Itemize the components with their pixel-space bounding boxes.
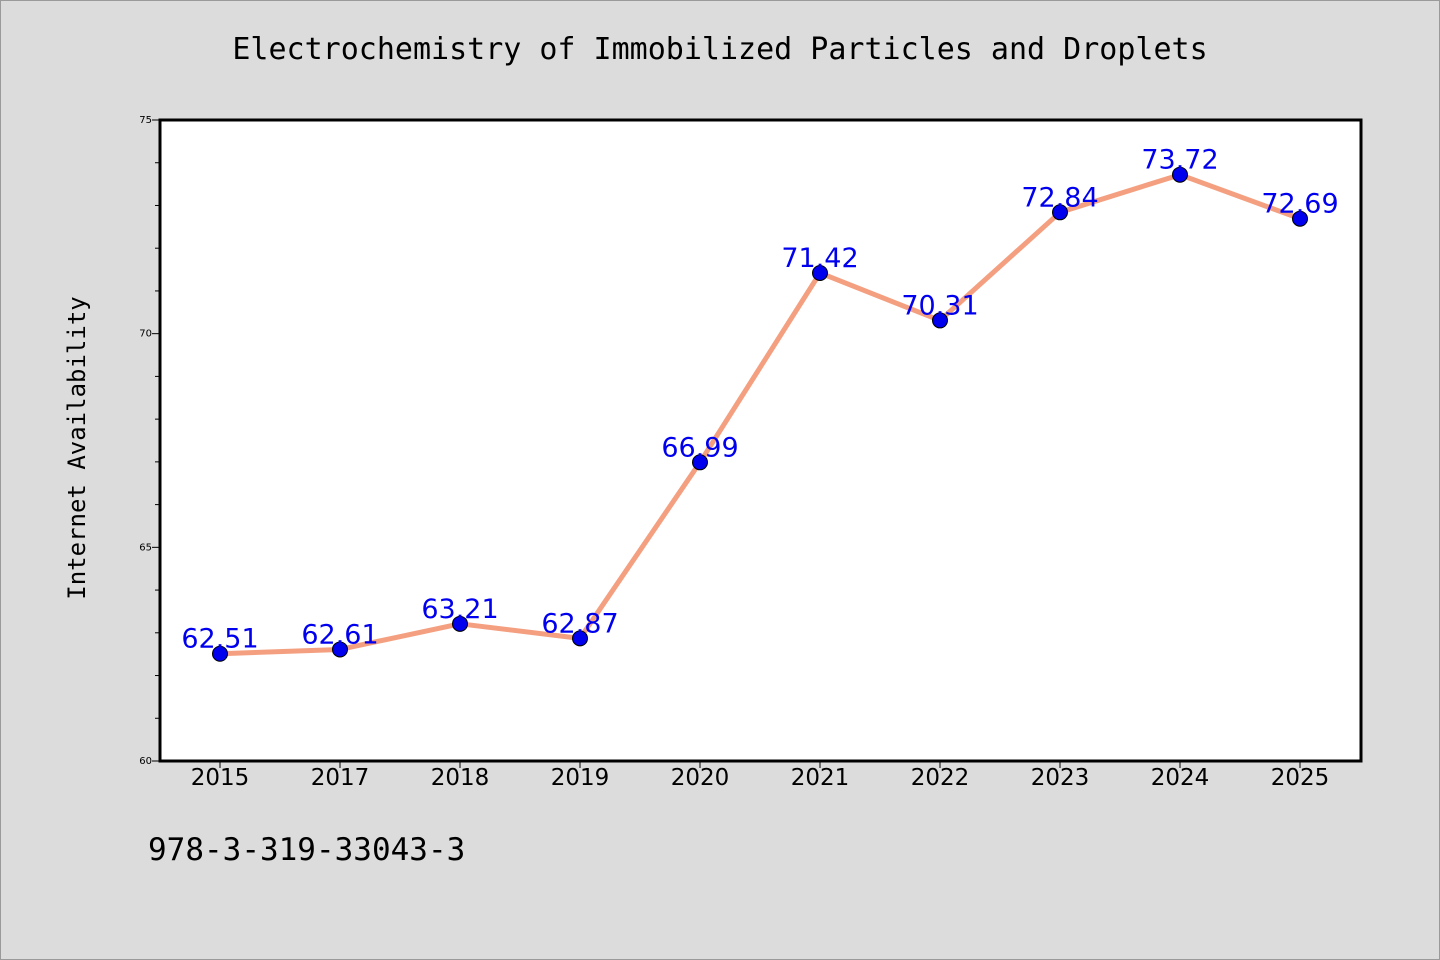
x-tick-label: 2015 bbox=[191, 765, 250, 791]
data-label: 62.87 bbox=[541, 608, 618, 639]
data-point bbox=[1292, 210, 1308, 227]
x-tick-label: 2024 bbox=[1151, 765, 1210, 791]
y-tick-label: 65 bbox=[139, 542, 152, 553]
data-label: 63.21 bbox=[421, 594, 498, 625]
data-label: 66.99 bbox=[661, 432, 738, 463]
x-tick-label: 2021 bbox=[791, 765, 850, 791]
x-tick-label: 2023 bbox=[1031, 765, 1090, 791]
y-tick-label: 60 bbox=[139, 756, 152, 767]
plot-border bbox=[158, 118, 1363, 763]
data-label: 62.51 bbox=[181, 624, 258, 655]
plot-area bbox=[160, 120, 1361, 761]
data-point bbox=[1052, 204, 1068, 221]
data-point bbox=[332, 641, 348, 658]
isbn-text: 978-3-319-33043-3 bbox=[148, 832, 466, 868]
data-label: 70.31 bbox=[901, 290, 978, 321]
y-tick-label: 75 bbox=[139, 115, 152, 126]
data-label: 71.42 bbox=[781, 243, 858, 274]
x-tick-label: 2025 bbox=[1271, 765, 1330, 791]
data-label: 73.72 bbox=[1141, 145, 1218, 176]
series-line bbox=[217, 172, 1303, 657]
data-label: 72.69 bbox=[1261, 189, 1338, 220]
x-tick-label: 2019 bbox=[551, 765, 610, 791]
y-tick-label: 70 bbox=[139, 329, 152, 340]
data-label: 72.84 bbox=[1021, 182, 1098, 213]
data-point bbox=[212, 645, 228, 662]
x-tick-label: 2020 bbox=[671, 765, 730, 791]
data-point bbox=[572, 630, 588, 647]
data-point bbox=[692, 454, 708, 471]
data-point bbox=[1172, 166, 1188, 183]
data-label: 62.61 bbox=[301, 619, 378, 650]
x-tick-label: 2022 bbox=[911, 765, 970, 791]
data-point bbox=[452, 615, 468, 632]
data-point bbox=[812, 264, 828, 281]
x-tick-label: 2017 bbox=[311, 765, 370, 791]
data-point bbox=[932, 312, 948, 329]
x-tick-label: 2018 bbox=[431, 765, 490, 791]
chart-title: Electrochemistry of Immobilized Particle… bbox=[232, 32, 1208, 67]
